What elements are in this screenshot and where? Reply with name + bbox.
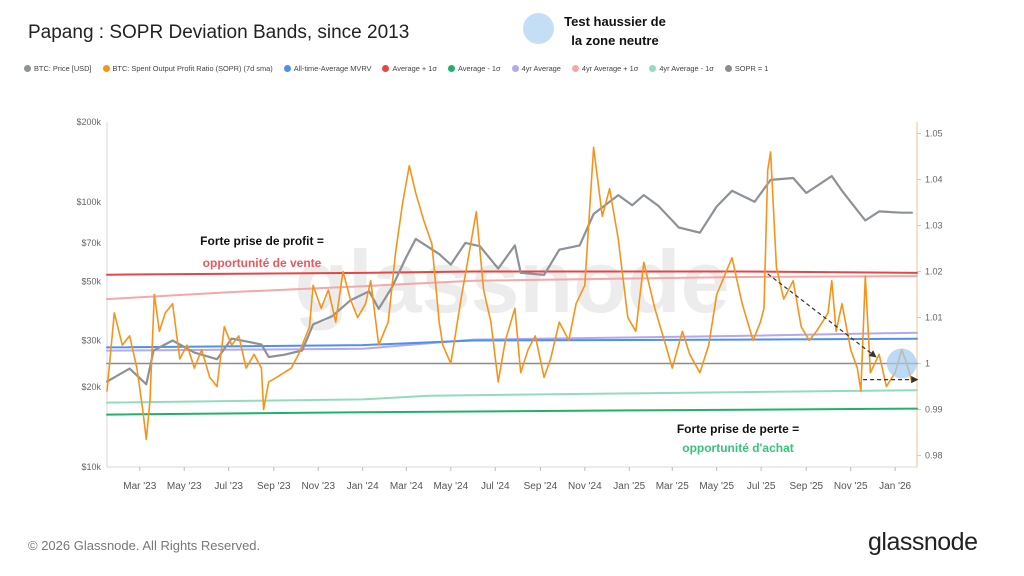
- x-tick-label: Nov '23: [301, 481, 335, 492]
- legend-item[interactable]: 4yr Average + 1σ: [571, 64, 639, 73]
- legend-label: 4yr Average - 1σ: [659, 64, 714, 73]
- x-tick-label: Jan '26: [879, 481, 911, 492]
- brand-logo: glassnode: [868, 528, 978, 556]
- x-tick-label: Mar '23: [123, 481, 156, 492]
- x-tick-label: Nov '25: [834, 481, 868, 492]
- copyright-notice: © 2026 Glassnode. All Rights Reserved.: [28, 538, 261, 553]
- legend-item[interactable]: Average - 1σ: [447, 64, 501, 73]
- x-tick-label: Jul '23: [214, 481, 243, 492]
- chart-legend: BTC: Price [USD] BTC: Spent Output Profit…: [24, 64, 1014, 73]
- legend-item[interactable]: SOPR = 1: [724, 64, 769, 73]
- chart-title: Papang : SOPR Deviation Bands, since 201…: [28, 22, 410, 43]
- callout-bullish-test: Test haussier de la zone neutre: [560, 12, 670, 50]
- x-tick-label: Nov '24: [568, 481, 602, 492]
- x-tick-label: Mar '24: [390, 481, 423, 492]
- x-tick-label: Sep '25: [789, 481, 823, 492]
- 4yr-average-minus-1sigma-line: [106, 389, 918, 404]
- y-right-tick-label: 1.04: [925, 175, 943, 185]
- legend-label: All-time-Average MVRV: [293, 64, 372, 73]
- y-right-tick-label: 0.99: [925, 405, 943, 415]
- sopr-line: [106, 146, 913, 441]
- y-left-tick-label: $70k: [81, 238, 101, 248]
- legend-label: SOPR = 1: [734, 64, 769, 73]
- x-tick-label: Sep '24: [524, 481, 558, 492]
- legend-label: Average + 1σ: [392, 64, 437, 73]
- y-right-tick-label: 1.02: [925, 267, 943, 277]
- x-tick-label: May '25: [699, 481, 734, 492]
- callout-line-2: la zone neutre: [571, 33, 659, 48]
- legend-dot-icon: [102, 65, 110, 72]
- y-right-tick-label: 1.03: [925, 221, 943, 231]
- x-tick-label: Mar '25: [656, 481, 689, 492]
- annotation-profit-subtitle: opportunité de vente: [203, 256, 322, 270]
- legend-dot-icon: [649, 65, 657, 72]
- legend-dot-icon: [283, 65, 291, 72]
- trend-arrow: [767, 273, 877, 358]
- legend-label: 4yr Average: [521, 64, 561, 73]
- y-left-tick-label: $50k: [81, 277, 101, 287]
- legend-item[interactable]: 4yr Average: [511, 64, 561, 73]
- x-tick-label: Jan '25: [613, 481, 645, 492]
- legend-dot-icon: [511, 65, 519, 72]
- y-right-tick-label: 1: [925, 359, 930, 369]
- mvrv-average-line: [106, 337, 918, 349]
- callout-line-1: Test haussier de: [564, 14, 666, 29]
- legend-dot-icon: [24, 65, 31, 72]
- y-left-tick-label: $200k: [76, 117, 101, 127]
- legend-item[interactable]: BTC: Spent Output Profit Ratio (SOPR) (7…: [102, 64, 273, 73]
- x-tick-label: Jul '24: [481, 481, 510, 492]
- legend-dot-icon: [571, 65, 579, 72]
- price-line: [105, 175, 913, 386]
- average-minus-1sigma-line: [106, 407, 918, 416]
- x-tick-label: May '24: [433, 481, 468, 492]
- legend-label: BTC: Spent Output Profit Ratio (SOPR) (7…: [112, 64, 273, 73]
- y-left-tick-label: $30k: [81, 335, 101, 345]
- legend-item[interactable]: 4yr Average - 1σ: [649, 64, 714, 73]
- y-left-tick-label: $100k: [76, 197, 101, 207]
- legend-label: BTC: Price [USD]: [34, 64, 92, 73]
- legend-item[interactable]: BTC: Price [USD]: [24, 64, 92, 73]
- legend-dot-icon: [447, 65, 455, 72]
- legend-dot-icon: [382, 65, 390, 72]
- y-right-tick-label: 0.98: [925, 451, 943, 461]
- average-plus-1sigma-line: [106, 270, 918, 276]
- annotation-loss-title: Forte prise de perte =: [677, 422, 799, 436]
- legend-label: Average - 1σ: [457, 64, 501, 73]
- x-tick-label: Jan '24: [347, 481, 379, 492]
- y-right-tick-label: 1.01: [925, 313, 943, 323]
- x-tick-label: Jul '25: [747, 481, 776, 492]
- x-tick-label: Sep '23: [257, 481, 291, 492]
- callout-marker-icon: [523, 13, 554, 44]
- 4yr-average-plus-1sigma-line: [106, 275, 918, 301]
- legend-label: 4yr Average + 1σ: [581, 64, 639, 73]
- y-left-tick-label: $10k: [81, 462, 101, 472]
- x-tick-label: May '23: [167, 481, 202, 492]
- legend-item[interactable]: All-time-Average MVRV: [283, 64, 372, 73]
- highlight-circle: [886, 348, 917, 379]
- annotation-loss-subtitle: opportunité d'achat: [682, 441, 794, 455]
- y-right-tick-label: 1.05: [925, 129, 943, 139]
- annotation-profit-title: Forte prise de profit =: [200, 234, 324, 248]
- y-left-tick-label: $20k: [81, 382, 101, 392]
- legend-dot-icon: [724, 65, 732, 72]
- legend-item[interactable]: Average + 1σ: [382, 64, 437, 73]
